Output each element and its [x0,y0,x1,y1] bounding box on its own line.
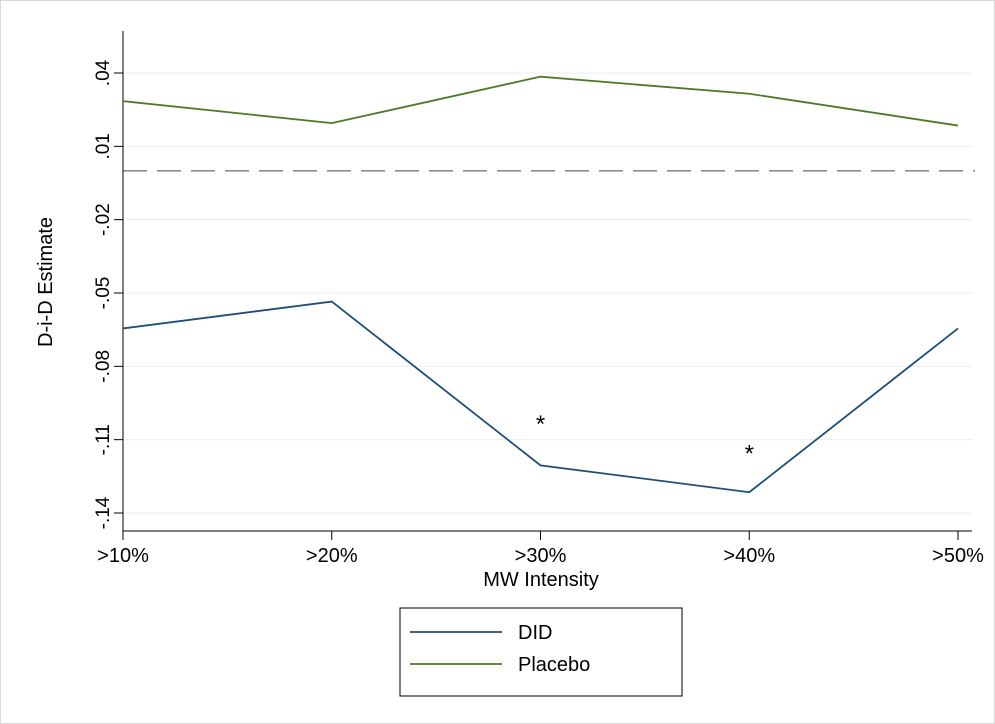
y-tick-label: .04 [93,59,114,86]
y-tick-label: .01 [93,133,114,159]
y-tick-label: -.02 [93,203,114,236]
significance-marker: * [745,440,754,467]
y-axis-title: D-i-D Estimate [35,217,57,347]
y-tick-label: -.11 [93,424,114,455]
legend-label-placebo: Placebo [518,654,590,676]
axes: .04 .01 -.02 -.05 -.08 -.11 -.14 >10% >20% >30% >4… [93,31,984,567]
series-lines [122,75,959,494]
legend-label-did: DID [518,622,552,644]
series-line-placebo [122,75,959,127]
x-tick-label: >20% [306,545,358,567]
annotations: ** [536,411,754,467]
x-tick-label: >40% [723,545,775,567]
x-axis-title: MW Intensity [483,569,599,591]
y-tick-label: -.05 [93,277,114,310]
x-tick-label: >10% [97,545,149,567]
legend-box [399,607,683,697]
x-tick-label: >50% [932,545,984,567]
x-tick-label: >30% [515,545,567,567]
y-tick-label: -.08 [93,350,114,383]
y-tick-label: -.14 [93,496,114,529]
legend: DID Placebo [399,607,683,697]
significance-marker: * [536,411,545,438]
series-line-did [122,300,959,494]
grid-lines [123,72,972,514]
